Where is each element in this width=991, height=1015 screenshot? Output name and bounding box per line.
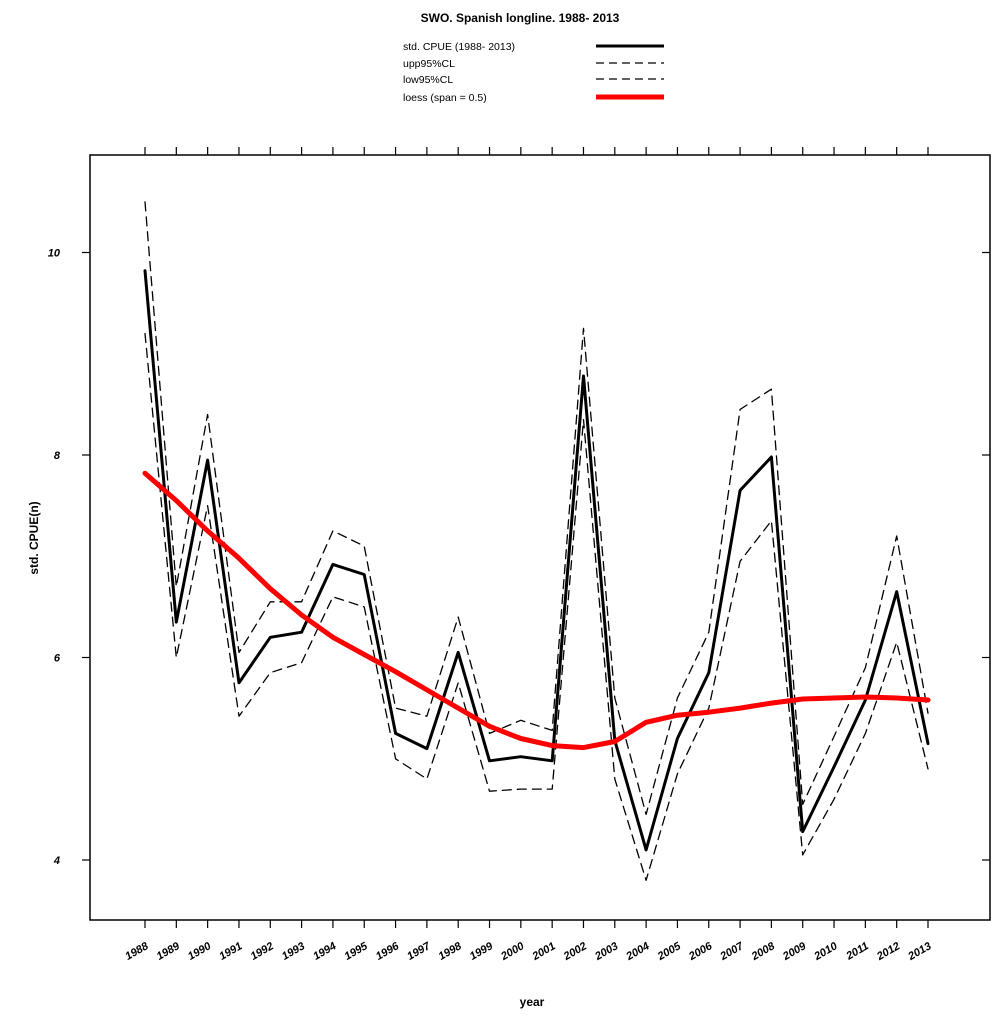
x-tick-label: 2008 [749, 940, 778, 964]
x-tick-label: 1997 [405, 940, 433, 963]
x-tick-label: 1988 [123, 940, 151, 963]
x-tick-label: 1992 [249, 940, 276, 963]
x-tick-label: 1996 [374, 940, 402, 963]
series-line [142, 470, 931, 751]
y-tick-label: 6 [54, 653, 61, 665]
legend: std. CPUE (1988- 2013) upp95%CL low95%CL lo… [403, 41, 664, 104]
x-tick-label: 2004 [624, 940, 652, 963]
y-tick-label: 8 [54, 450, 61, 462]
y-tick-label: 10 [48, 248, 61, 260]
series-line [143, 269, 930, 852]
plot-frame [89, 154, 991, 921]
x-tick-label: 2001 [530, 940, 558, 963]
x-axis-label: year [520, 995, 545, 1009]
x-tick-label: 2002 [561, 940, 589, 963]
x-tick-label: 2007 [718, 940, 747, 964]
x-tick-label: 2009 [780, 940, 809, 964]
x-tick-label: 2005 [655, 940, 684, 964]
y-axis-label: std. CPUE(n) [27, 501, 41, 574]
chart-title: SWO. Spanish longline. 1988- 2013 [421, 11, 620, 25]
x-tick-label: 2010 [811, 940, 840, 964]
legend-label: loess (span = 0.5) [403, 92, 487, 104]
legend-label: std. CPUE (1988- 2013) [403, 41, 515, 53]
legend-label: low95%CL [403, 74, 453, 86]
x-tick-label: 2003 [592, 940, 620, 963]
x-tick-label: 1991 [217, 940, 244, 963]
x-tick-label: 1993 [280, 940, 307, 963]
series-line [144, 201, 929, 816]
x-tick-label: 2006 [686, 940, 715, 964]
y-tick-label: 4 [53, 855, 60, 867]
x-tick-label: 1995 [343, 940, 371, 963]
series-lines [142, 201, 931, 881]
x-tick-label: 2012 [874, 940, 902, 963]
x-tick-label: 2000 [498, 940, 527, 964]
x-tick-label: 1998 [436, 940, 464, 963]
x-tick-label: 2013 [905, 940, 933, 963]
x-tick-label: 1990 [186, 940, 214, 963]
x-tick-label: 2011 [844, 940, 871, 963]
series-line [144, 332, 929, 881]
x-tick-label: 1994 [311, 940, 338, 963]
x-tick-label: 1999 [468, 940, 496, 963]
x-tick-label: 1989 [155, 940, 183, 963]
legend-label: upp95%CL [403, 58, 455, 70]
